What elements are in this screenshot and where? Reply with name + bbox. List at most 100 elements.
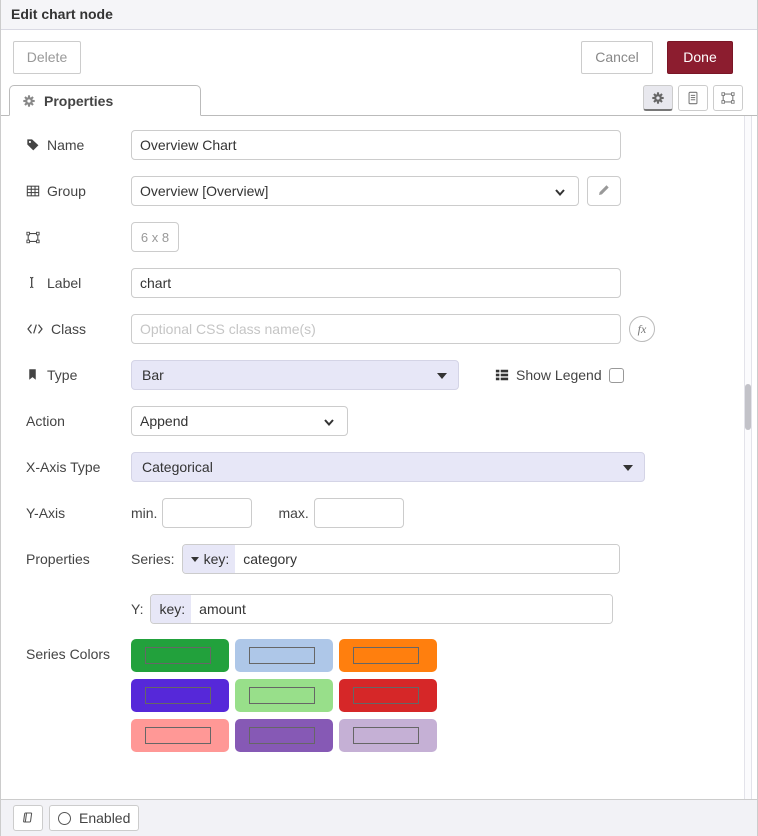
name-row: Name — [26, 130, 757, 160]
bookmark-icon — [26, 368, 40, 382]
y-key-input[interactable] — [191, 595, 613, 623]
properties-icon-button[interactable] — [643, 85, 673, 111]
dialog-toolbar: Delete Cancel Done — [1, 30, 757, 84]
series-color-swatch[interactable] — [131, 679, 229, 712]
size-button[interactable]: 6 x 8 — [131, 222, 179, 252]
label-input[interactable] — [131, 268, 621, 298]
series-color-swatch[interactable] — [131, 719, 229, 752]
code-icon — [26, 322, 44, 336]
label-label-wrap: Label — [26, 275, 131, 291]
book-icon — [21, 811, 35, 825]
scrollbar-thumb[interactable] — [745, 384, 751, 430]
label-label: Label — [47, 275, 82, 291]
properties-label-wrap: Properties — [26, 551, 131, 567]
y-key-row: Y: key: — [26, 594, 757, 624]
series-label: Series: — [131, 551, 175, 567]
text-cursor-icon — [26, 276, 40, 290]
xaxis-row: X-Axis Type Categorical — [26, 452, 757, 482]
done-button[interactable]: Done — [667, 40, 733, 74]
document-icon — [686, 91, 700, 105]
appearance-icon-button[interactable] — [713, 85, 743, 111]
caret-down-icon — [437, 373, 447, 379]
series-color-swatch[interactable] — [339, 719, 437, 752]
size-row: 6 x 8 — [26, 222, 757, 252]
tag-icon — [26, 138, 40, 152]
chart-type-dropdown[interactable]: Bar — [131, 360, 459, 390]
yaxis-label: Y-Axis — [26, 505, 66, 521]
series-key-field: key: — [181, 544, 620, 574]
tab-bar: Properties — [1, 84, 757, 116]
y-label: Y: — [131, 601, 144, 617]
show-legend-checkbox[interactable] — [608, 367, 624, 383]
type-row: Type Bar Show Legend — [26, 360, 757, 390]
series-key-input[interactable] — [235, 545, 619, 573]
action-select[interactable]: Append — [131, 406, 348, 436]
series-color-inner-box — [353, 647, 419, 664]
gear-icon — [22, 94, 36, 108]
series-key-row: Properties Series: key: — [26, 544, 757, 574]
series-colors-grid — [131, 639, 437, 752]
circle-icon — [58, 811, 71, 825]
yaxis-row: Y-Axis min. max. — [26, 498, 757, 528]
scrollbar[interactable] — [744, 116, 752, 799]
series-color-swatch[interactable] — [235, 679, 333, 712]
type-label-wrap: Type — [26, 367, 131, 383]
list-icon — [495, 368, 509, 382]
series-key-prefix-label: key: — [203, 551, 230, 567]
name-input[interactable] — [131, 130, 621, 160]
dialog-footer: Enabled — [1, 799, 757, 836]
series-color-inner-box — [249, 647, 315, 664]
series-color-inner-box — [145, 687, 211, 704]
show-legend-label: Show Legend — [516, 367, 602, 383]
tab-properties-label: Properties — [44, 92, 114, 109]
gear-icon — [651, 91, 665, 105]
size-label-wrap — [26, 230, 131, 244]
group-select[interactable]: Overview [Overview] — [131, 176, 579, 206]
properties-label: Properties — [26, 551, 90, 567]
action-select-value: Append — [140, 413, 189, 429]
series-color-swatch[interactable] — [235, 639, 333, 672]
xaxis-type-dropdown[interactable]: Categorical — [131, 452, 645, 482]
group-row: Group Overview [Overview] — [26, 176, 757, 206]
xaxis-label: X-Axis Type — [26, 459, 101, 475]
series-colors-label-wrap: Series Colors — [26, 639, 131, 662]
series-color-inner-box — [353, 687, 419, 704]
group-label: Group — [47, 183, 86, 199]
pencil-icon — [597, 184, 611, 198]
label-row: Label — [26, 268, 757, 298]
series-key-prefix[interactable]: key: — [182, 545, 236, 573]
yaxis-label-wrap: Y-Axis — [26, 505, 131, 521]
class-row: Class fx — [26, 314, 757, 344]
chevron-down-icon — [321, 414, 337, 430]
y-key-prefix-label: key: — [159, 601, 186, 617]
xaxis-label-wrap: X-Axis Type — [26, 459, 131, 475]
series-color-swatch[interactable] — [339, 639, 437, 672]
yaxis-min-input[interactable] — [162, 498, 253, 528]
class-input[interactable] — [131, 314, 621, 344]
series-color-swatch[interactable] — [339, 679, 437, 712]
enabled-toggle-button[interactable]: Enabled — [49, 805, 140, 831]
delete-button[interactable]: Delete — [13, 40, 81, 74]
series-colors-row: Series Colors — [26, 639, 757, 752]
cancel-button[interactable]: Cancel — [581, 40, 653, 74]
size-frame-icon — [26, 230, 40, 244]
node-help-button[interactable] — [13, 805, 43, 831]
table-icon — [26, 184, 40, 198]
fx-expression-button[interactable]: fx — [629, 316, 655, 342]
series-color-inner-box — [249, 727, 315, 744]
name-label-wrap: Name — [26, 137, 131, 153]
tab-properties[interactable]: Properties — [9, 85, 201, 116]
properties-panel: Name Group Overview [Overview] — [1, 116, 757, 799]
type-label: Type — [47, 367, 78, 383]
description-icon-button[interactable] — [678, 85, 708, 111]
series-color-swatch[interactable] — [235, 719, 333, 752]
action-label-wrap: Action — [26, 413, 131, 429]
series-color-swatch[interactable] — [131, 639, 229, 672]
xaxis-type-value: Categorical — [142, 459, 213, 475]
edit-group-button[interactable] — [587, 176, 621, 206]
yaxis-max-input[interactable] — [313, 498, 404, 528]
tab-icon-tray — [643, 85, 743, 111]
dialog-title: Edit chart node — [1, 0, 757, 30]
y-key-prefix[interactable]: key: — [151, 595, 192, 623]
